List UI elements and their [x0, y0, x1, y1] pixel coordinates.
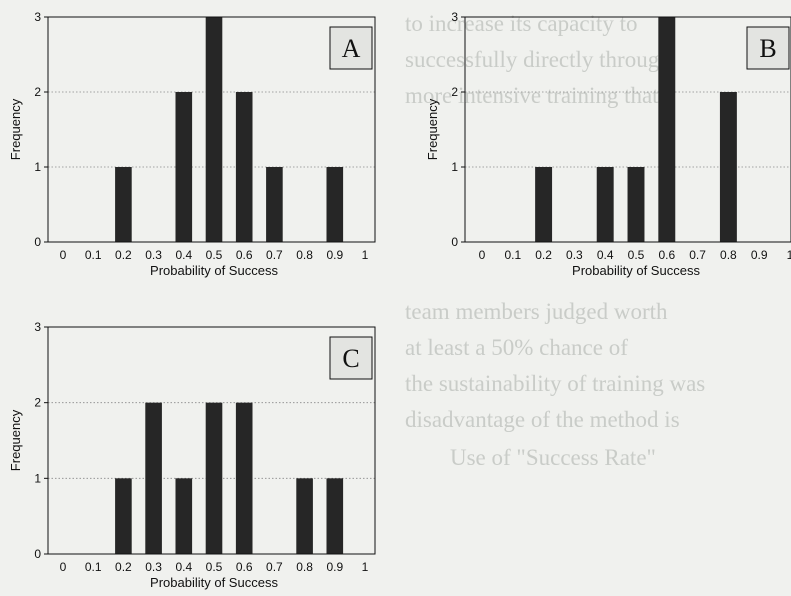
histogram-bar — [175, 478, 193, 554]
histogram-bar — [235, 92, 253, 242]
y-tick-label: 2 — [34, 85, 41, 99]
y-tick-label: 0 — [451, 235, 458, 249]
panel-label: B — [759, 34, 776, 63]
background-line: disadvantage of the method is — [405, 407, 680, 432]
y-axis-title: Frequency — [8, 98, 23, 160]
x-axis-title: Probability of Success — [572, 263, 700, 278]
y-tick-label: 1 — [34, 471, 41, 485]
x-tick-label: 0.9 — [326, 248, 343, 262]
x-tick-label: 0.7 — [266, 248, 283, 262]
x-tick-label: 0.4 — [175, 560, 192, 574]
x-tick-label: 0.8 — [720, 248, 737, 262]
x-tick-label: 0.3 — [145, 560, 162, 574]
x-tick-label: 0 — [60, 248, 67, 262]
x-tick-label: 0.8 — [296, 248, 313, 262]
y-tick-label: 2 — [34, 396, 41, 410]
histogram-bar — [115, 478, 132, 554]
x-tick-label: 0.9 — [326, 560, 343, 574]
y-tick-label: 3 — [451, 10, 458, 24]
y-tick-label: 0 — [34, 235, 41, 249]
y-axis-title: Frequency — [8, 409, 23, 471]
x-tick-label: 0.1 — [85, 248, 102, 262]
x-tick-label: 0.3 — [566, 248, 583, 262]
histogram-bar — [535, 167, 553, 242]
x-tick-label: 0.1 — [504, 248, 521, 262]
panel-label-box — [746, 26, 790, 70]
x-tick-label: 0.6 — [236, 560, 253, 574]
x-tick-label: 0.7 — [266, 560, 283, 574]
background-line: the sustainability of training was — [405, 371, 706, 396]
histogram-bar — [115, 167, 132, 242]
histogram-bar — [658, 17, 676, 242]
x-tick-label: 1 — [362, 560, 369, 574]
x-tick-label: 0.5 — [628, 248, 645, 262]
histogram-bar — [266, 167, 283, 242]
x-tick-label: 0 — [479, 248, 486, 262]
y-tick-label: 3 — [34, 10, 41, 24]
x-tick-label: 0.2 — [535, 248, 552, 262]
panel-label-box — [329, 336, 373, 380]
x-tick-label: 0 — [60, 560, 67, 574]
histogram-bar — [627, 167, 645, 242]
histogram-bar — [205, 17, 223, 242]
y-tick-label: 3 — [34, 320, 41, 334]
background-text-mid: team members judged worth at least a 50%… — [405, 294, 705, 438]
histogram-bar — [296, 478, 313, 554]
x-tick-label: 0.9 — [751, 248, 768, 262]
y-tick-label: 1 — [34, 160, 41, 174]
histogram-panel-c: 0 1 2 3 0 0.1 0.2 0.3 0.4 0.5 0.6 0.7 0.8 0.9 1 Probabi… — [8, 320, 376, 590]
x-tick-label: 1 — [787, 248, 791, 262]
histogram-bar — [326, 478, 344, 554]
y-tick-label: 2 — [451, 85, 458, 99]
background-line: team members judged worth — [405, 299, 668, 324]
background-line: Use of "Success Rate" — [450, 445, 656, 470]
histogram-bar — [596, 167, 614, 242]
x-tick-label: 0.6 — [236, 248, 253, 262]
panel-label: A — [342, 34, 361, 63]
histogram-bar — [326, 167, 344, 242]
histogram-bar — [145, 402, 162, 554]
y-axis-title: Frequency — [425, 98, 440, 160]
y-tick-label: 0 — [34, 547, 41, 561]
x-tick-label: 0.3 — [145, 248, 162, 262]
x-tick-label: 0.4 — [175, 248, 192, 262]
x-axis-title: Probability of Success — [150, 263, 278, 278]
histogram-panel-b: 0 1 2 3 0 0.1 0.2 0.3 0.4 0.5 0.6 0.7 0.8 0.9 1 Probabi… — [425, 10, 791, 278]
background-line: at least a 50% chance of — [405, 335, 628, 360]
background-text-low: Use of "Success Rate" — [450, 440, 656, 476]
x-tick-label: 1 — [362, 248, 369, 262]
panel-label: C — [342, 344, 359, 373]
histogram-bar — [235, 402, 253, 554]
panel-label-box — [329, 26, 373, 70]
x-tick-label: 0.8 — [296, 560, 313, 574]
x-tick-label: 0.4 — [597, 248, 614, 262]
histogram-panel-a: 0 1 2 3 0 0.1 0.2 0.3 0.4 0.5 0.6 0.7 0.8 0.9 1 Probabi… — [8, 10, 376, 278]
plot-frame — [47, 326, 376, 555]
x-tick-label: 0.1 — [85, 560, 102, 574]
y-tick-label: 1 — [451, 160, 458, 174]
x-tick-label: 0.5 — [206, 248, 223, 262]
histogram-bar — [205, 402, 223, 554]
plot-frame — [464, 16, 791, 243]
x-axis-title: Probability of Success — [150, 575, 278, 590]
histogram-bar — [719, 92, 737, 242]
x-tick-label: 0.2 — [115, 248, 132, 262]
x-tick-label: 0.7 — [689, 248, 706, 262]
histogram-bar — [175, 92, 193, 242]
x-tick-label: 0.2 — [115, 560, 132, 574]
plot-frame — [47, 16, 376, 243]
x-tick-label: 0.6 — [658, 248, 675, 262]
x-tick-label: 0.5 — [206, 560, 223, 574]
